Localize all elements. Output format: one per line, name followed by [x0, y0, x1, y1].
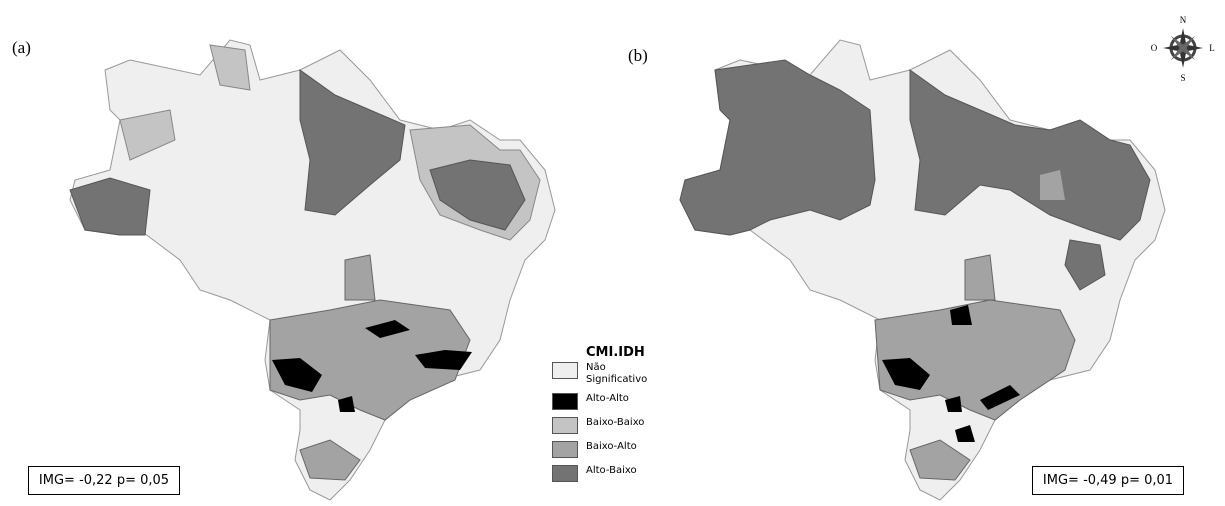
legend-item: Baixo-Alto: [552, 441, 654, 458]
legend-item: Alto-Alto: [552, 393, 654, 410]
compass-o: O: [1151, 43, 1158, 53]
compass-rose: N S O L: [1151, 15, 1215, 83]
compass-n: N: [1180, 15, 1187, 25]
panel-label: (b): [628, 46, 648, 65]
stat-box: IMG= -0,49 p= 0,01: [1032, 466, 1184, 495]
legend-label: Baixo-Alto: [586, 441, 637, 452]
legend-label: Alto-Alto: [586, 393, 629, 404]
map-b: [679, 39, 1166, 501]
stat-box: IMG= -0,22 p= 0,05: [28, 466, 180, 495]
legend-item: Baixo-Baixo: [552, 417, 654, 434]
map-a: [69, 39, 556, 501]
legend-label: Baixo-Baixo: [586, 417, 645, 428]
legend-label: Não Significativo: [586, 362, 648, 385]
legend-swatch: [552, 362, 578, 379]
compass-s: S: [1180, 73, 1185, 83]
legend-swatch: [552, 441, 578, 458]
legend-item: Alto-Baixo: [552, 465, 654, 482]
legend-swatch: [552, 393, 578, 410]
legend-swatch: [552, 417, 578, 434]
panel-label: (a): [12, 38, 31, 57]
legend-swatch: [552, 465, 578, 482]
legend-title: CMI.IDH: [586, 345, 645, 360]
legend-item: Não Significativo: [552, 362, 654, 386]
legend: CMI.IDH Não Significativo Alto-Alto Baixo-…: [552, 345, 654, 489]
compass-l: L: [1209, 43, 1215, 53]
legend-label: Alto-Baixo: [586, 465, 637, 476]
